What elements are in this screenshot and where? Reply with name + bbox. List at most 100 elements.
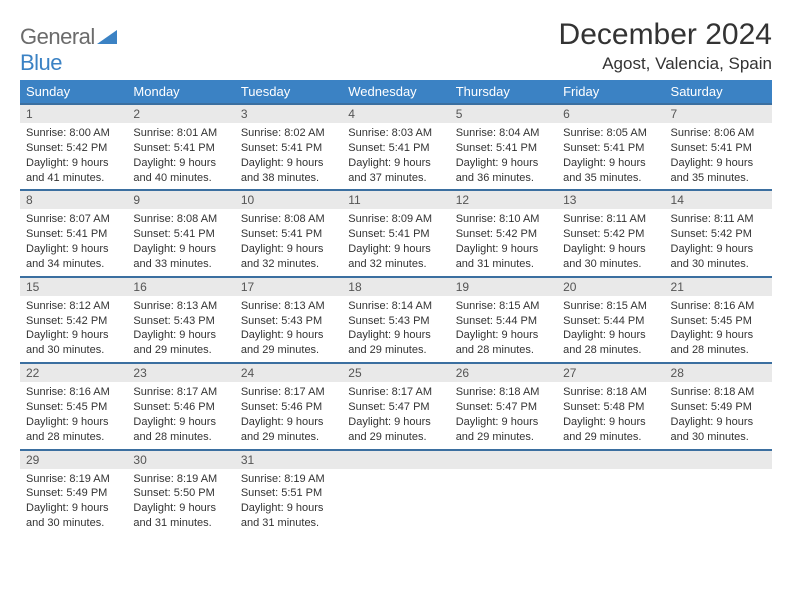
calendar-header-row: SundayMondayTuesdayWednesdayThursdayFrid… [20, 80, 772, 104]
day-info: Sunrise: 8:19 AMSunset: 5:51 PMDaylight:… [235, 469, 342, 535]
day-info: Sunrise: 8:14 AMSunset: 5:43 PMDaylight:… [342, 296, 449, 362]
calendar-day-cell: 8Sunrise: 8:07 AMSunset: 5:41 PMDaylight… [20, 190, 127, 276]
day-info: Sunrise: 8:17 AMSunset: 5:46 PMDaylight:… [127, 382, 234, 448]
day-number: 11 [342, 191, 449, 209]
day-header: Monday [127, 80, 234, 104]
logo-text-general: General [20, 24, 95, 49]
calendar-day-cell: 9Sunrise: 8:08 AMSunset: 5:41 PMDaylight… [127, 190, 234, 276]
day-number: 13 [557, 191, 664, 209]
calendar-day-cell [557, 450, 664, 536]
day-number: 19 [450, 278, 557, 296]
calendar-day-cell: 27Sunrise: 8:18 AMSunset: 5:48 PMDayligh… [557, 363, 664, 449]
day-number: 18 [342, 278, 449, 296]
calendar-day-cell: 25Sunrise: 8:17 AMSunset: 5:47 PMDayligh… [342, 363, 449, 449]
day-info: Sunrise: 8:17 AMSunset: 5:46 PMDaylight:… [235, 382, 342, 448]
day-info: Sunrise: 8:19 AMSunset: 5:49 PMDaylight:… [20, 469, 127, 535]
calendar-day-cell: 10Sunrise: 8:08 AMSunset: 5:41 PMDayligh… [235, 190, 342, 276]
day-number: 31 [235, 451, 342, 469]
day-info: Sunrise: 8:13 AMSunset: 5:43 PMDaylight:… [127, 296, 234, 362]
calendar-body: 1Sunrise: 8:00 AMSunset: 5:42 PMDaylight… [20, 104, 772, 536]
day-info: Sunrise: 8:07 AMSunset: 5:41 PMDaylight:… [20, 209, 127, 275]
day-header: Friday [557, 80, 664, 104]
day-info: Sunrise: 8:19 AMSunset: 5:50 PMDaylight:… [127, 469, 234, 535]
calendar-day-cell: 24Sunrise: 8:17 AMSunset: 5:46 PMDayligh… [235, 363, 342, 449]
calendar-day-cell: 21Sunrise: 8:16 AMSunset: 5:45 PMDayligh… [665, 277, 772, 363]
day-info: Sunrise: 8:12 AMSunset: 5:42 PMDaylight:… [20, 296, 127, 362]
calendar-day-cell: 14Sunrise: 8:11 AMSunset: 5:42 PMDayligh… [665, 190, 772, 276]
day-info: Sunrise: 8:08 AMSunset: 5:41 PMDaylight:… [127, 209, 234, 275]
day-info: Sunrise: 8:10 AMSunset: 5:42 PMDaylight:… [450, 209, 557, 275]
day-info: Sunrise: 8:18 AMSunset: 5:49 PMDaylight:… [665, 382, 772, 448]
day-info: Sunrise: 8:15 AMSunset: 5:44 PMDaylight:… [557, 296, 664, 362]
day-info: Sunrise: 8:01 AMSunset: 5:41 PMDaylight:… [127, 123, 234, 189]
day-info: Sunrise: 8:17 AMSunset: 5:47 PMDaylight:… [342, 382, 449, 448]
calendar-day-cell: 6Sunrise: 8:05 AMSunset: 5:41 PMDaylight… [557, 104, 664, 190]
empty-day [450, 451, 557, 469]
calendar-table: SundayMondayTuesdayWednesdayThursdayFrid… [20, 80, 772, 536]
day-number: 14 [665, 191, 772, 209]
calendar-day-cell: 18Sunrise: 8:14 AMSunset: 5:43 PMDayligh… [342, 277, 449, 363]
header: General Blue December 2024 Agost, Valenc… [20, 18, 772, 76]
day-number: 7 [665, 105, 772, 123]
day-info: Sunrise: 8:18 AMSunset: 5:47 PMDaylight:… [450, 382, 557, 448]
day-number: 25 [342, 364, 449, 382]
calendar-week-row: 29Sunrise: 8:19 AMSunset: 5:49 PMDayligh… [20, 450, 772, 536]
calendar-week-row: 15Sunrise: 8:12 AMSunset: 5:42 PMDayligh… [20, 277, 772, 363]
calendar-day-cell: 3Sunrise: 8:02 AMSunset: 5:41 PMDaylight… [235, 104, 342, 190]
day-number: 2 [127, 105, 234, 123]
empty-day [665, 451, 772, 469]
calendar-day-cell: 31Sunrise: 8:19 AMSunset: 5:51 PMDayligh… [235, 450, 342, 536]
empty-day [342, 451, 449, 469]
day-number: 9 [127, 191, 234, 209]
day-info: Sunrise: 8:02 AMSunset: 5:41 PMDaylight:… [235, 123, 342, 189]
day-number: 16 [127, 278, 234, 296]
day-number: 20 [557, 278, 664, 296]
day-number: 26 [450, 364, 557, 382]
calendar-day-cell: 15Sunrise: 8:12 AMSunset: 5:42 PMDayligh… [20, 277, 127, 363]
logo-text-blue: Blue [20, 50, 62, 75]
day-info: Sunrise: 8:09 AMSunset: 5:41 PMDaylight:… [342, 209, 449, 275]
day-number: 15 [20, 278, 127, 296]
calendar-day-cell: 13Sunrise: 8:11 AMSunset: 5:42 PMDayligh… [557, 190, 664, 276]
day-info: Sunrise: 8:06 AMSunset: 5:41 PMDaylight:… [665, 123, 772, 189]
triangle-icon [97, 30, 117, 44]
calendar-day-cell: 20Sunrise: 8:15 AMSunset: 5:44 PMDayligh… [557, 277, 664, 363]
day-number: 28 [665, 364, 772, 382]
day-number: 30 [127, 451, 234, 469]
day-number: 29 [20, 451, 127, 469]
day-info: Sunrise: 8:13 AMSunset: 5:43 PMDaylight:… [235, 296, 342, 362]
day-number: 6 [557, 105, 664, 123]
day-info: Sunrise: 8:08 AMSunset: 5:41 PMDaylight:… [235, 209, 342, 275]
day-header: Thursday [450, 80, 557, 104]
calendar-week-row: 22Sunrise: 8:16 AMSunset: 5:45 PMDayligh… [20, 363, 772, 449]
day-info: Sunrise: 8:16 AMSunset: 5:45 PMDaylight:… [665, 296, 772, 362]
calendar-day-cell: 19Sunrise: 8:15 AMSunset: 5:44 PMDayligh… [450, 277, 557, 363]
calendar-day-cell: 30Sunrise: 8:19 AMSunset: 5:50 PMDayligh… [127, 450, 234, 536]
day-number: 4 [342, 105, 449, 123]
calendar-day-cell: 23Sunrise: 8:17 AMSunset: 5:46 PMDayligh… [127, 363, 234, 449]
calendar-week-row: 8Sunrise: 8:07 AMSunset: 5:41 PMDaylight… [20, 190, 772, 276]
day-header: Wednesday [342, 80, 449, 104]
calendar-day-cell: 11Sunrise: 8:09 AMSunset: 5:41 PMDayligh… [342, 190, 449, 276]
calendar-day-cell: 22Sunrise: 8:16 AMSunset: 5:45 PMDayligh… [20, 363, 127, 449]
day-info: Sunrise: 8:00 AMSunset: 5:42 PMDaylight:… [20, 123, 127, 189]
logo: General Blue [20, 18, 117, 76]
day-info: Sunrise: 8:11 AMSunset: 5:42 PMDaylight:… [665, 209, 772, 275]
calendar-day-cell: 29Sunrise: 8:19 AMSunset: 5:49 PMDayligh… [20, 450, 127, 536]
day-info: Sunrise: 8:16 AMSunset: 5:45 PMDaylight:… [20, 382, 127, 448]
calendar-day-cell: 16Sunrise: 8:13 AMSunset: 5:43 PMDayligh… [127, 277, 234, 363]
day-info: Sunrise: 8:11 AMSunset: 5:42 PMDaylight:… [557, 209, 664, 275]
day-number: 23 [127, 364, 234, 382]
day-info: Sunrise: 8:18 AMSunset: 5:48 PMDaylight:… [557, 382, 664, 448]
day-info: Sunrise: 8:15 AMSunset: 5:44 PMDaylight:… [450, 296, 557, 362]
day-number: 3 [235, 105, 342, 123]
calendar-day-cell: 7Sunrise: 8:06 AMSunset: 5:41 PMDaylight… [665, 104, 772, 190]
title-block: December 2024 Agost, Valencia, Spain [559, 18, 772, 74]
day-header: Sunday [20, 80, 127, 104]
calendar-day-cell: 1Sunrise: 8:00 AMSunset: 5:42 PMDaylight… [20, 104, 127, 190]
calendar-day-cell: 12Sunrise: 8:10 AMSunset: 5:42 PMDayligh… [450, 190, 557, 276]
day-number: 8 [20, 191, 127, 209]
day-info: Sunrise: 8:03 AMSunset: 5:41 PMDaylight:… [342, 123, 449, 189]
empty-day [557, 451, 664, 469]
calendar-week-row: 1Sunrise: 8:00 AMSunset: 5:42 PMDaylight… [20, 104, 772, 190]
